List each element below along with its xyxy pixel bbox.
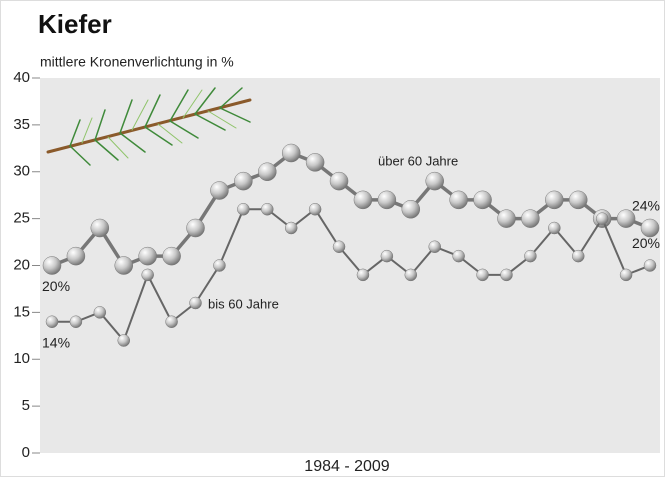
data-point	[473, 190, 492, 210]
chart-title: Kiefer	[38, 9, 112, 39]
data-point	[571, 249, 585, 263]
data-point	[404, 268, 418, 282]
pine-branch	[46, 87, 252, 166]
y-tick-label: 40	[13, 69, 30, 86]
data-point	[476, 268, 489, 282]
data-point	[165, 315, 178, 328]
data-point	[210, 181, 229, 200]
data-point	[548, 221, 561, 235]
data-point	[138, 246, 157, 266]
data-point	[640, 218, 660, 238]
data-point	[234, 171, 253, 191]
y-tick-label: 25	[13, 210, 30, 227]
y-tick-label: 20	[13, 256, 30, 273]
data-point	[329, 171, 349, 191]
data-point	[305, 153, 325, 172]
data-point	[258, 162, 277, 181]
data-point	[521, 209, 540, 228]
data-label: 20%	[42, 278, 70, 294]
data-point	[497, 209, 516, 228]
data-point	[595, 212, 609, 225]
data-point	[114, 256, 134, 275]
y-tick-label: 15	[13, 303, 30, 320]
data-point	[449, 190, 468, 210]
data-label: 24%	[632, 198, 660, 214]
y-tick-label: 30	[13, 163, 30, 180]
data-point	[237, 203, 250, 216]
series-label: bis 60 Jahre	[208, 296, 279, 311]
data-point	[90, 218, 110, 238]
data-point	[186, 218, 205, 238]
data-point	[545, 190, 564, 210]
data-point	[308, 203, 322, 216]
data-point	[162, 246, 181, 266]
data-point	[619, 268, 633, 282]
data-point	[213, 259, 226, 272]
y-tick-label: 5	[22, 397, 30, 414]
y-tick-label: 0	[22, 444, 30, 461]
data-point	[66, 246, 86, 266]
data-point	[401, 200, 421, 219]
data-point	[377, 190, 397, 210]
data-point	[69, 315, 83, 328]
data-label: 20%	[632, 235, 660, 251]
data-point	[643, 259, 657, 272]
data-point	[568, 190, 588, 210]
data-point	[189, 296, 202, 310]
data-point	[380, 249, 394, 263]
data-point	[452, 249, 465, 263]
series-label: über 60 Jahre	[378, 153, 458, 168]
data-point	[141, 268, 154, 282]
data-point	[261, 203, 274, 216]
chart-subtitle: mittlere Kronenverlichtung in %	[40, 54, 234, 70]
data-point	[284, 221, 298, 235]
data-point	[117, 334, 131, 347]
data-point	[42, 256, 62, 275]
plot-area	[40, 78, 660, 453]
data-point	[425, 171, 444, 191]
data-point	[524, 249, 537, 263]
data-point	[353, 190, 373, 210]
y-tick-label: 10	[13, 350, 30, 367]
x-axis-label: 1984 - 2009	[304, 458, 390, 475]
data-point	[332, 240, 346, 253]
data-point	[428, 240, 441, 253]
data-point	[281, 143, 301, 163]
data-label: 14%	[42, 334, 70, 350]
data-point	[356, 268, 370, 282]
data-point	[500, 268, 513, 282]
data-point	[93, 306, 107, 319]
y-tick-label: 35	[13, 116, 30, 133]
data-point	[45, 315, 59, 328]
data-point	[616, 209, 636, 228]
